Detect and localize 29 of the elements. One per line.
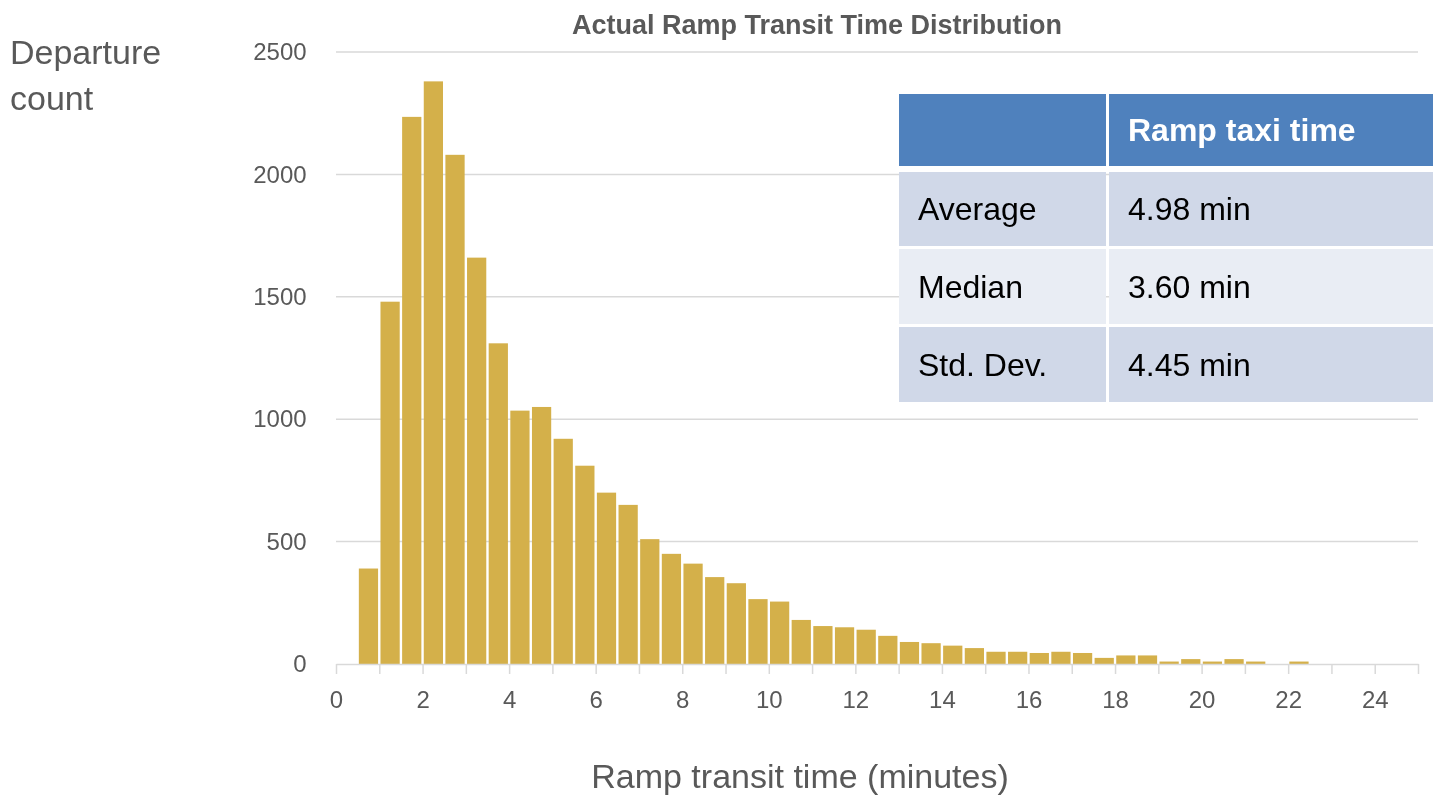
annotation: Std. Dev. xyxy=(918,346,1048,383)
y-tick-label: 1000 xyxy=(253,405,307,433)
x-axis-title: Ramp transit time (minutes) xyxy=(591,757,1009,795)
x-tick-label: 2 xyxy=(416,686,430,714)
y-tick-label: 1500 xyxy=(253,282,307,310)
x-tick-label: 0 xyxy=(329,686,344,714)
x-tick-label: 18 xyxy=(1102,686,1129,714)
x-tick-label: 6 xyxy=(589,686,603,714)
x-tick-label: 10 xyxy=(755,686,783,714)
x-tick-label: 22 xyxy=(1275,686,1303,714)
x-tick-label: 24 xyxy=(1361,686,1389,714)
annotation: 4.45 min xyxy=(1128,346,1251,383)
annotation: 4.98 min xyxy=(1128,191,1251,227)
x-tick-label: 8 xyxy=(676,686,690,714)
x-tick-label: 20 xyxy=(1188,686,1216,714)
y-tick-label: 500 xyxy=(266,527,307,555)
annotation: 3.60 min xyxy=(1128,268,1251,305)
x-tick-label: 4 xyxy=(502,686,517,714)
annotation: Average xyxy=(918,191,1037,227)
annotation: Median xyxy=(918,268,1023,305)
chart-title: Actual Ramp Transit Time Distribution xyxy=(571,10,1063,40)
x-tick-label: 12 xyxy=(842,686,870,714)
y-tick-label: 2500 xyxy=(253,38,307,66)
y-tick-label: 0 xyxy=(293,650,307,678)
y-tick-label: 2000 xyxy=(253,160,307,188)
annotation: Ramp taxi time xyxy=(1128,112,1356,148)
x-tick-label: 14 xyxy=(929,686,956,714)
x-tick-label: 16 xyxy=(1015,686,1043,714)
y-axis-title: Departure count xyxy=(10,33,162,117)
